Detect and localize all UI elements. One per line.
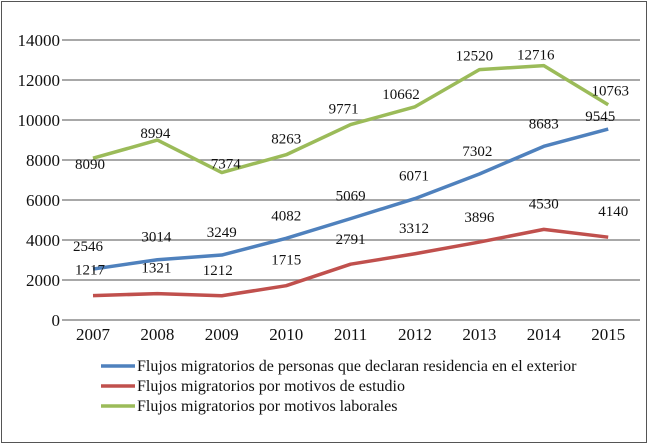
data-label: 7374 [211,157,242,173]
data-label: 10662 [382,87,420,103]
series-line-3 [92,63,610,175]
x-tick-label: 2009 [205,325,239,344]
x-tick-label: 2010 [269,325,303,344]
y-tick-label: 4000 [26,231,60,250]
data-label: 3014 [141,230,172,246]
data-label: 4140 [598,204,628,220]
data-label: 3312 [399,221,429,237]
data-label: 6071 [399,169,429,185]
data-label: 8994 [140,126,171,142]
y-tick-label: 10000 [18,111,61,130]
x-axis-ticks: 2007 2008 2009 2010 2011 2012 2013 2014 2015 [76,325,625,344]
data-label: 10763 [591,84,629,100]
y-tick-label: 8000 [26,151,60,170]
data-label: 5069 [336,189,366,205]
x-tick-label: 2007 [76,325,111,344]
data-label: 9545 [585,109,615,125]
data-label: 4530 [529,196,559,212]
data-label: 4082 [271,208,301,224]
legend-label-3: Flujos migratorios por motivos laborales [137,398,397,415]
series-line-1 [92,127,609,271]
x-tick-label: 2015 [591,325,625,344]
x-tick-label: 2011 [334,325,367,344]
data-label: 2546 [73,239,104,255]
data-label: 3249 [207,225,237,241]
x-tick-label: 2008 [140,325,174,344]
data-label: 1217 [75,263,106,279]
data-label: 8090 [75,157,105,173]
data-label: 8683 [529,116,559,132]
data-label: 12716 [517,48,555,64]
data-label: 2791 [336,232,366,248]
gridlines [62,39,640,321]
y-tick-label: 6000 [26,191,60,210]
data-label: 9771 [329,102,359,118]
y-tick-label: 14000 [18,31,61,50]
series-line-2 [92,227,609,298]
data-label: 12520 [456,49,494,65]
data-label: 7302 [462,144,492,160]
y-tick-label: 2000 [26,271,60,290]
y-axis-ticks: 0 2000 4000 6000 8000 10000 12000 14000 [18,31,61,330]
x-tick-label: 2012 [398,325,432,344]
data-label: 8263 [271,132,301,148]
data-label: 1212 [203,263,233,279]
legend: Flujos migratorios de personas que decla… [101,358,577,415]
data-label: 3896 [464,210,495,226]
data-label: 1321 [141,261,171,277]
y-tick-label: 0 [52,311,61,330]
data-label: 1715 [271,253,301,269]
x-tick-label: 2013 [462,325,496,344]
y-tick-label: 12000 [18,71,61,90]
legend-label-1: Flujos migratorios de personas que decla… [137,358,577,375]
x-tick-label: 2014 [527,325,562,344]
series-lines [92,63,610,298]
legend-label-2: Flujos migratorios por motivos de estudi… [137,378,405,395]
data-labels: 2546 3014 3249 4082 5069 6071 7302 8683 9545 1217… [73,48,629,279]
